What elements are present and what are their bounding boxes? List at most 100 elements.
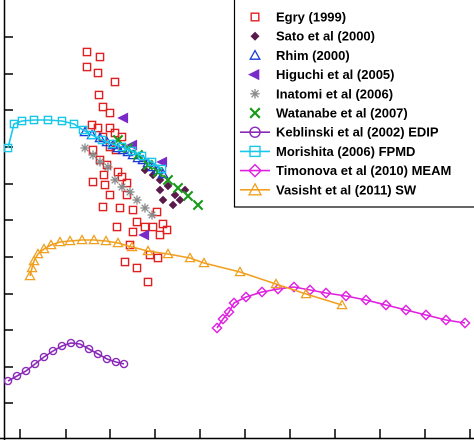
- data-point-timonova-et-al-2010-meam: [420, 309, 432, 321]
- data-point-keblinski-et-al-2002-edip: [57, 341, 67, 351]
- legend-item-watanabe-et-al-2007: Watanabe et al (2007): [249, 106, 408, 121]
- data-point-egry-1999: [128, 205, 138, 215]
- data-point-vasisht-et-al-2011-sw: [26, 262, 38, 273]
- data-point-sato-et-al-2000: [175, 195, 185, 205]
- data-point-watanabe-et-al-2007: [182, 190, 194, 202]
- legend-label-timonova-et-al-2010-meam: Timonova et al (2010) MEAM: [276, 163, 451, 178]
- legend-label-watanabe-et-al-2007: Watanabe et al (2007): [276, 106, 408, 121]
- data-point-vasisht-et-al-2011-sw: [126, 241, 138, 252]
- data-point-inatomi-et-al-2006: [88, 150, 98, 160]
- legend-marker-timonova-et-al-2010-meam: [248, 163, 262, 178]
- legend-label-morishita-2006-fpmd: Morishita (2006) FPMD: [276, 144, 415, 159]
- data-point-morishita-2006-fpmd: [87, 130, 97, 140]
- data-point-timonova-et-al-2010-meam: [211, 322, 223, 334]
- series-morishita-2006-fpmd: [3, 115, 167, 174]
- data-point-inatomi-et-al-2006: [140, 203, 150, 213]
- legend-marker-watanabe-et-al-2007: [249, 107, 261, 119]
- data-point-egry-1999: [98, 202, 108, 212]
- data-point-timonova-et-al-2010-meam: [400, 304, 412, 316]
- data-point-vasisht-et-al-2011-sw: [64, 235, 76, 246]
- data-point-timonova-et-al-2010-meam: [380, 299, 392, 311]
- data-point-vasisht-et-al-2011-sw: [270, 278, 282, 289]
- data-point-timonova-et-al-2010-meam: [228, 297, 240, 309]
- data-point-sato-et-al-2000: [168, 200, 178, 210]
- data-point-keblinski-et-al-2002-edip: [119, 359, 129, 369]
- data-point-vasisht-et-al-2011-sw: [54, 236, 66, 247]
- data-point-egry-1999: [128, 227, 138, 237]
- data-point-morishita-2006-fpmd: [43, 115, 53, 125]
- data-point-timonova-et-al-2010-meam: [217, 313, 229, 325]
- series-layer: [3, 47, 471, 386]
- legend-label-sato-et-al-2000: Sato et al (2000): [276, 29, 375, 44]
- data-point-morishita-2006-fpmd: [78, 125, 88, 135]
- data-point-keblinski-et-al-2002-edip: [111, 357, 121, 367]
- data-point-inatomi-et-al-2006: [117, 182, 127, 192]
- data-point-sato-et-al-2000: [140, 165, 150, 175]
- data-point-egry-1999: [110, 77, 120, 87]
- legend-item-inatomi-et-al-2006: Inatomi et al (2006): [250, 86, 393, 101]
- legend-box: [233, 0, 474, 208]
- legend-item-rhim-2000: Rhim (2000): [249, 48, 350, 63]
- legend-marker-inatomi-et-al-2006: [250, 89, 260, 99]
- legend-item-sato-et-al-2000: Sato et al (2000): [250, 29, 375, 44]
- data-point-egry-1999: [115, 203, 125, 213]
- data-point-egry-1999: [132, 263, 142, 273]
- legend-item-egry-1999: Egry (1999): [250, 10, 346, 25]
- data-point-timonova-et-al-2010-meam: [223, 306, 235, 318]
- data-point-egry-1999: [155, 230, 165, 240]
- series-line-keblinski-et-al-2002-edip: [7, 342, 125, 382]
- data-point-inatomi-et-al-2006: [80, 143, 90, 153]
- data-point-morishita-2006-fpmd: [117, 142, 127, 152]
- data-point-egry-1999: [132, 217, 142, 227]
- data-point-egry-1999: [93, 123, 103, 133]
- data-point-egry-1999: [100, 180, 110, 190]
- data-point-egry-1999: [94, 90, 104, 100]
- data-point-keblinski-et-al-2002-edip: [66, 338, 76, 348]
- data-point-timonova-et-al-2010-meam: [288, 281, 300, 293]
- data-point-timonova-et-al-2010-meam: [459, 317, 471, 329]
- data-point-egry-1999: [105, 123, 115, 133]
- data-point-keblinski-et-al-2002-edip: [30, 359, 40, 369]
- data-point-sato-et-al-2000: [155, 185, 165, 195]
- data-point-keblinski-et-al-2002-edip: [3, 376, 13, 386]
- data-point-egry-1999: [98, 102, 108, 112]
- data-point-vasisht-et-al-2011-sw: [100, 235, 112, 246]
- data-point-keblinski-et-al-2002-edip: [21, 366, 31, 376]
- data-point-egry-1999: [93, 68, 103, 78]
- data-point-timonova-et-al-2010-meam: [340, 290, 352, 302]
- data-point-vasisht-et-al-2011-sw: [76, 234, 88, 245]
- data-point-watanabe-et-al-2007: [192, 199, 204, 211]
- data-point-keblinski-et-al-2002-edip: [48, 346, 58, 356]
- legend-label-keblinski-et-al-2002-edip: Keblinski et al (2002) EDIP: [276, 125, 439, 140]
- legend-marker-egry-1999: [250, 12, 260, 22]
- data-point-morishita-2006-fpmd: [97, 135, 107, 145]
- legend-item-vasisht-et-al-2011-sw: Vasisht et al (2011) SW: [240, 182, 417, 197]
- data-point-egry-1999: [117, 132, 127, 142]
- data-point-keblinski-et-al-2002-edip: [102, 354, 112, 364]
- data-point-morishita-2006-fpmd: [17, 116, 27, 126]
- data-point-sato-et-al-2000: [158, 195, 168, 205]
- legend-item-higuchi-et-al-2005: Higuchi et al (2005): [248, 67, 394, 82]
- data-point-egry-1999: [105, 190, 115, 200]
- series-egry-1999: [82, 47, 172, 287]
- data-point-egry-1999: [148, 222, 158, 232]
- legend-label-higuchi-et-al-2005: Higuchi et al (2005): [276, 67, 394, 82]
- series-line-morishita-2006-fpmd: [7, 119, 163, 170]
- data-point-egry-1999: [152, 207, 162, 217]
- data-point-egry-1999: [95, 52, 105, 62]
- data-point-sato-et-al-2000: [163, 181, 173, 191]
- data-point-vasisht-et-al-2011-sw: [45, 239, 57, 250]
- data-point-egry-1999: [99, 170, 109, 180]
- series-keblinski-et-al-2002-edip: [3, 338, 129, 386]
- data-point-inatomi-et-al-2006: [125, 187, 135, 197]
- data-point-timonova-et-al-2010-meam: [320, 287, 332, 299]
- data-point-vasisht-et-al-2011-sw: [198, 257, 210, 268]
- data-point-morishita-2006-fpmd: [157, 164, 167, 174]
- series-inatomi-et-al-2006: [80, 143, 157, 220]
- data-point-vasisht-et-al-2011-sw: [234, 266, 246, 277]
- data-point-inatomi-et-al-2006: [132, 195, 142, 205]
- legend-item-timonova-et-al-2010-meam: Timonova et al (2010) MEAM: [240, 163, 451, 178]
- legend: Egry (1999) Sato et al (2000) Rhim (2000) H…: [233, 0, 474, 208]
- data-point-morishita-2006-fpmd: [3, 143, 13, 153]
